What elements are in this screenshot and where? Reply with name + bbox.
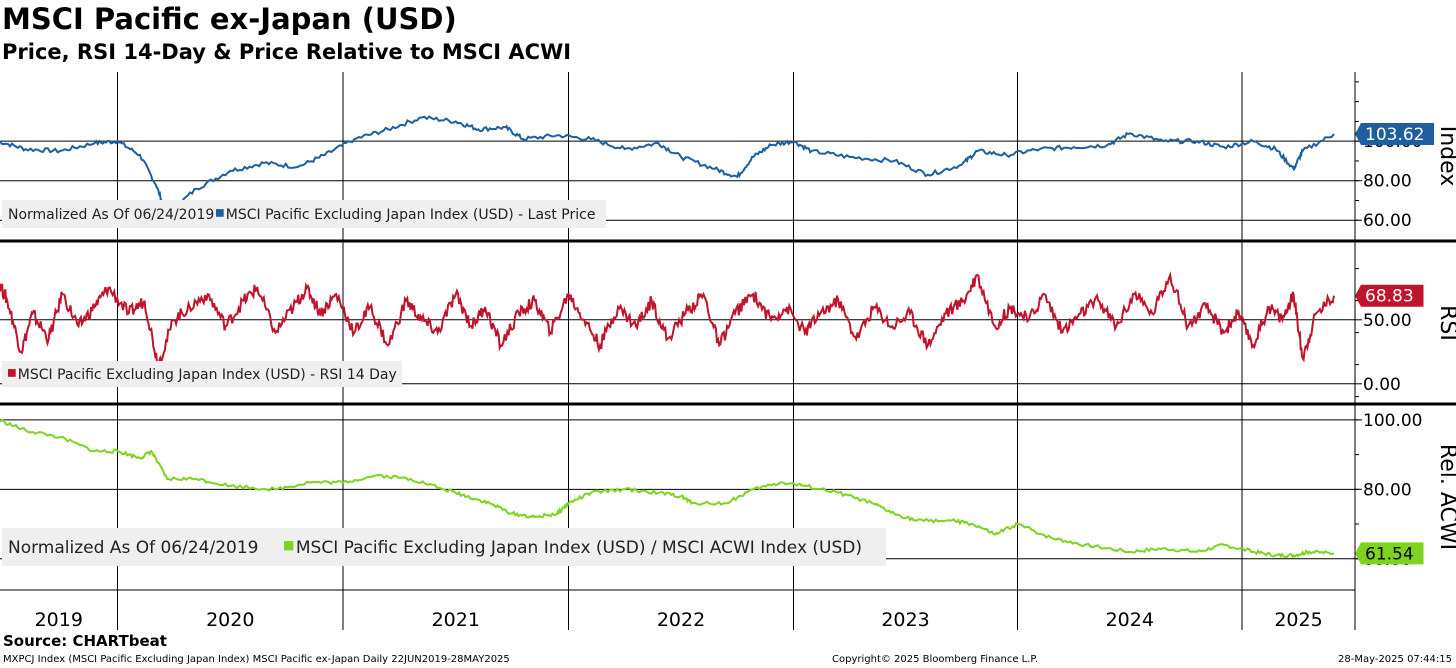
y-axis-title: RSI bbox=[1435, 305, 1456, 341]
y-tick-label: 50.00 bbox=[1363, 311, 1412, 331]
x-tick-label: 2019 bbox=[35, 609, 83, 631]
last-value-label: 61.54 bbox=[1365, 544, 1414, 564]
chart-title: MSCI Pacific ex-Japan (USD) bbox=[2, 2, 457, 36]
legend-box bbox=[2, 528, 886, 566]
y-tick-label: 60.00 bbox=[1363, 211, 1412, 231]
legend-label: Normalized As Of 06/24/2019 bbox=[8, 538, 258, 558]
legend-box bbox=[2, 200, 606, 228]
y-axis-title: Rel. ACWI bbox=[1435, 444, 1456, 550]
x-tick-label: 2023 bbox=[881, 609, 929, 631]
x-tick-label: 2022 bbox=[657, 609, 705, 631]
timestamp: 28-May-2025 07:44:15 bbox=[1338, 654, 1452, 665]
legend-label: MSCI Pacific Excluding Japan Index (USD)… bbox=[226, 207, 596, 223]
y-tick-label: 0.00 bbox=[1363, 375, 1401, 395]
y-tick-label: 80.00 bbox=[1363, 480, 1412, 500]
chart-subtitle: Price, RSI 14-Day & Price Relative to MS… bbox=[2, 40, 572, 64]
relative-series-line bbox=[0, 419, 1335, 559]
legend-swatch bbox=[8, 369, 16, 377]
last-value-tag bbox=[1355, 542, 1424, 565]
y-axis-title: Index bbox=[1435, 126, 1456, 187]
x-tick-label: 2024 bbox=[1106, 609, 1154, 631]
price-series-line bbox=[0, 115, 1335, 217]
last-value-label: 68.83 bbox=[1365, 287, 1414, 307]
y-tick-label: 100.00 bbox=[1363, 411, 1422, 431]
legend-label: Normalized As Of 06/24/2019 bbox=[8, 207, 214, 223]
last-value-tag bbox=[1355, 284, 1424, 307]
legend-label: MSCI Pacific Excluding Japan Index (USD)… bbox=[296, 538, 862, 558]
legend-swatch bbox=[284, 541, 294, 551]
x-tick-label: 2021 bbox=[432, 609, 480, 631]
x-tick-label: 2025 bbox=[1274, 609, 1322, 631]
last-value-tag bbox=[1355, 123, 1434, 146]
legend-box bbox=[2, 361, 402, 387]
last-value-label: 103.62 bbox=[1365, 125, 1424, 145]
legend-swatch bbox=[216, 209, 224, 217]
y-tick-label: 80.00 bbox=[1363, 172, 1412, 192]
legend-label: MSCI Pacific Excluding Japan Index (USD)… bbox=[18, 367, 397, 383]
source-label: Source: CHARTbeat bbox=[3, 632, 167, 650]
copyright: Copyright© 2025 Bloomberg Finance L.P. bbox=[832, 654, 1039, 665]
x-tick-label: 2020 bbox=[206, 609, 254, 631]
rsi-series-line bbox=[0, 271, 1335, 369]
ticker-info: MXPCJ Index (MSCI Pacific Excluding Japa… bbox=[3, 654, 510, 665]
